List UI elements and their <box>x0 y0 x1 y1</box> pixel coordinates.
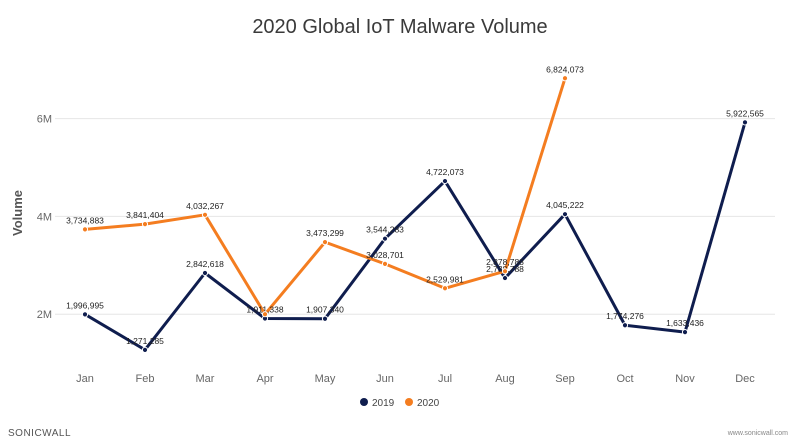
data-point <box>81 226 89 233</box>
x-tick-label: Jun <box>376 373 394 385</box>
data-point <box>261 311 269 318</box>
data-label: 1,774,276 <box>606 311 644 321</box>
data-point <box>501 268 509 275</box>
data-label: 3,841,404 <box>126 210 164 220</box>
data-label: 1,633,436 <box>666 318 704 328</box>
data-point <box>441 177 449 185</box>
chart-title: 2020 Global IoT Malware Volume <box>252 16 548 38</box>
x-tick-label: Nov <box>675 373 695 385</box>
data-label: 2,529,981 <box>426 274 464 284</box>
data-point <box>381 260 389 267</box>
data-label: 3,473,299 <box>306 228 344 238</box>
legend-marker <box>360 398 368 406</box>
data-label: 1,271,285 <box>126 336 164 346</box>
x-tick-label: Sep <box>555 373 575 385</box>
data-label: 3,734,883 <box>66 215 104 225</box>
x-tick-label: Jan <box>76 373 94 385</box>
data-point <box>141 221 149 228</box>
data-label: 3,028,701 <box>366 250 404 260</box>
series-line-2019 <box>83 120 747 352</box>
y-tick-label: 6M <box>37 114 52 126</box>
data-point <box>81 311 89 318</box>
x-tick-label: Feb <box>136 373 155 385</box>
brand-logo: SONICWALL <box>8 428 72 439</box>
data-label: 1,907,340 <box>306 305 344 315</box>
x-tick-label: Oct <box>616 373 633 385</box>
data-point <box>621 322 629 329</box>
data-point <box>561 211 569 218</box>
data-point <box>201 269 209 277</box>
data-point <box>741 119 749 126</box>
data-label: 6,824,073 <box>546 64 584 74</box>
y-tick-label: 2M <box>37 309 52 321</box>
data-label: 4,045,222 <box>546 200 584 210</box>
data-label: 2,878,788 <box>486 257 524 267</box>
legend-marker <box>405 398 413 406</box>
x-tick-label: Dec <box>735 373 755 385</box>
data-point <box>681 329 689 336</box>
data-point <box>381 235 389 242</box>
data-label: 1,996,995 <box>66 300 104 310</box>
data-label: 4,032,267 <box>186 201 224 211</box>
data-point <box>321 239 329 246</box>
x-tick-label: Jul <box>438 373 452 385</box>
x-tick-label: Aug <box>495 373 515 385</box>
brand-site: www.sonicwall.com <box>727 430 788 437</box>
data-label: 4,722,073 <box>426 167 464 177</box>
legend-label: 2019 <box>372 398 395 409</box>
data-label: 2,842,618 <box>186 259 224 269</box>
x-tick-label: Apr <box>256 373 273 385</box>
data-label: 5,922,565 <box>726 108 764 118</box>
data-point <box>321 315 329 322</box>
x-tick-label: May <box>315 373 336 385</box>
data-label: 1,911,338 <box>246 305 283 315</box>
legend-label: 2020 <box>417 398 440 409</box>
series-line-2020 <box>83 76 567 316</box>
data-point <box>501 274 509 282</box>
data-point <box>441 285 449 292</box>
data-label: 3,544,283 <box>366 225 404 235</box>
y-tick-label: 4M <box>37 211 52 223</box>
data-point <box>201 211 209 218</box>
data-point <box>141 346 149 353</box>
data-point <box>561 75 569 82</box>
x-tick-label: Mar <box>196 373 215 385</box>
